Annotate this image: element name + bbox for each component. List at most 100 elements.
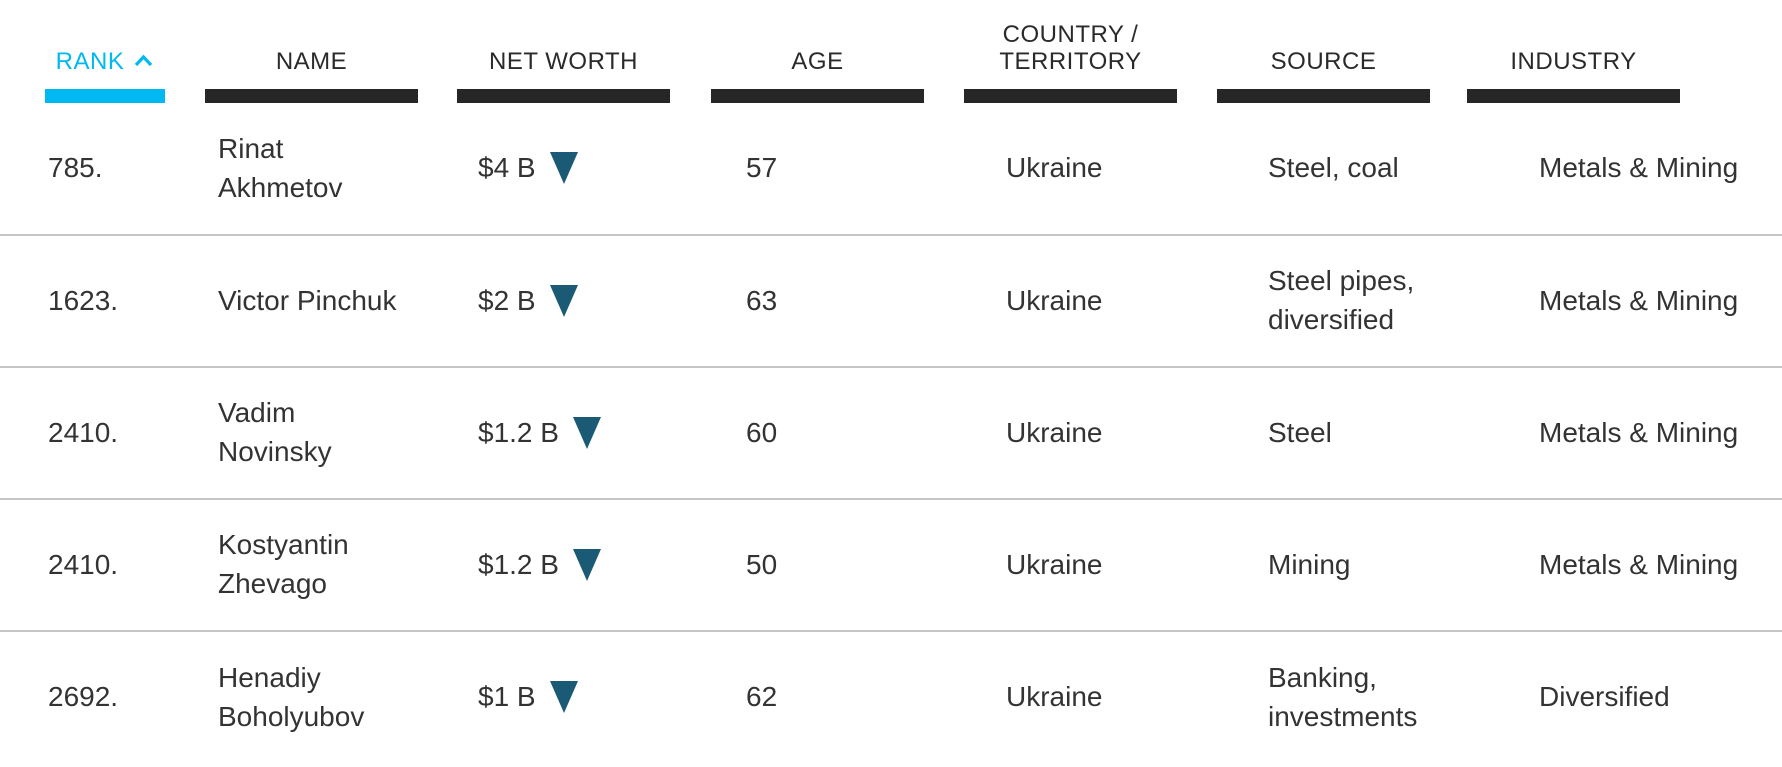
source-value: Steel pipes, diversified <box>1268 265 1415 335</box>
net-worth-value: $1 B <box>478 681 536 713</box>
industry-value: Metals & Mining <box>1539 548 1739 580</box>
column-header-name-label: NAME <box>275 48 348 76</box>
source-cell: Steel pipes, diversified <box>1220 235 1491 367</box>
age-cell: 63 <box>698 235 958 367</box>
column-header-age-label: AGE <box>791 48 844 76</box>
column-header-rank-underline <box>45 89 165 103</box>
industry-cell: Metals & Mining <box>1491 235 1782 367</box>
billionaire-name[interactable]: Victor Pinchuk <box>218 284 397 316</box>
rank-cell: 2410. <box>0 367 170 499</box>
industry-cell: Diversified <box>1491 631 1782 763</box>
country-value: Ukraine <box>1006 681 1103 713</box>
column-header-source-underline <box>1217 89 1430 103</box>
net-worth-cell: $2 B <box>430 235 698 367</box>
column-header-industry[interactable]: INDUSTRY <box>1467 0 1782 103</box>
column-header-country-territory[interactable]: COUNTRY / TERRITORY <box>958 0 1220 103</box>
net-worth-decrease-icon <box>549 284 578 317</box>
net-worth-decrease-icon <box>572 548 601 581</box>
industry-cell: Metals & Mining <box>1491 103 1782 235</box>
billionaire-name[interactable]: Kostyantin Zhevago <box>218 529 349 599</box>
net-worth-value: $1.2 B <box>478 416 559 448</box>
net-worth-cell: $4 B <box>430 103 698 235</box>
column-header-name[interactable]: NAME <box>170 0 430 103</box>
net-worth-value: $1.2 B <box>478 548 559 580</box>
net-worth-value: $4 B <box>478 152 536 184</box>
net-worth-value: $2 B <box>478 284 536 316</box>
name-cell[interactable]: Rinat Akhmetov <box>170 103 430 235</box>
name-cell[interactable]: Vadim Novinsky <box>170 367 430 499</box>
source-value: Steel <box>1268 416 1332 448</box>
column-header-age-underline <box>711 89 924 103</box>
name-cell[interactable]: Henadiy Boholyubov <box>170 631 430 763</box>
age-value: 63 <box>746 284 778 316</box>
column-header-net-worth[interactable]: NET WORTH <box>430 0 698 103</box>
sort-ascending-icon <box>133 47 154 75</box>
age-cell: 60 <box>698 367 958 499</box>
column-header-country-territory-underline <box>964 89 1177 103</box>
source-cell: Mining <box>1220 499 1491 631</box>
rank-value: 2410. <box>48 548 119 580</box>
net-worth-decrease-icon <box>549 152 578 185</box>
net-worth-cell: $1.2 B <box>430 367 698 499</box>
billionaire-name[interactable]: Rinat Akhmetov <box>218 132 343 203</box>
rank-value: 2692. <box>48 681 119 713</box>
age-value: 57 <box>746 152 778 184</box>
age-cell: 57 <box>698 103 958 235</box>
country-value: Ukraine <box>1006 284 1103 316</box>
table-row[interactable]: 2692. Henadiy Boholyubov $1 B 62 Ukraine… <box>0 631 1782 763</box>
column-header-source[interactable]: SOURCE <box>1217 0 1491 103</box>
table-header: RANK NAME NET WORTH <box>0 0 1782 103</box>
table-body: 785. Rinat Akhmetov $4 B 57 Ukraine Stee… <box>0 103 1782 763</box>
rank-cell: 2410. <box>0 499 170 631</box>
age-value: 50 <box>746 548 778 580</box>
table-row[interactable]: 1623. Victor Pinchuk $2 B 63 Ukraine Ste… <box>0 235 1782 367</box>
industry-value: Diversified <box>1539 681 1670 713</box>
rank-cell: 2692. <box>0 631 170 763</box>
rank-value: 2410. <box>48 416 119 448</box>
source-value: Mining <box>1268 548 1351 580</box>
column-header-rank-label: RANK <box>55 48 125 76</box>
net-worth-decrease-icon <box>572 416 601 449</box>
net-worth-cell: $1.2 B <box>430 499 698 631</box>
rank-cell: 1623. <box>0 235 170 367</box>
country-cell: Ukraine <box>958 103 1220 235</box>
source-cell: Steel <box>1220 367 1491 499</box>
name-cell[interactable]: Victor Pinchuk <box>170 235 430 367</box>
source-cell: Steel, coal <box>1220 103 1491 235</box>
table-row[interactable]: 785. Rinat Akhmetov $4 B 57 Ukraine Stee… <box>0 103 1782 235</box>
industry-value: Metals & Mining <box>1539 152 1739 184</box>
source-cell: Banking, investments <box>1220 631 1491 763</box>
country-value: Ukraine <box>1006 152 1103 184</box>
name-cell[interactable]: Kostyantin Zhevago <box>170 499 430 631</box>
column-header-rank[interactable]: RANK <box>0 0 170 103</box>
industry-value: Metals & Mining <box>1539 284 1739 316</box>
table-row[interactable]: 2410. Kostyantin Zhevago $1.2 B 50 Ukrai… <box>0 499 1782 631</box>
industry-value: Metals & Mining <box>1539 416 1739 448</box>
net-worth-decrease-icon <box>549 681 578 714</box>
industry-cell: Metals & Mining <box>1491 499 1782 631</box>
country-value: Ukraine <box>1006 416 1103 448</box>
country-cell: Ukraine <box>958 631 1220 763</box>
rank-value: 1623. <box>48 284 119 316</box>
column-header-source-label: SOURCE <box>1270 48 1377 76</box>
billionaire-name[interactable]: Vadim Novinsky <box>218 397 332 467</box>
billionaire-name[interactable]: Henadiy Boholyubov <box>218 661 365 732</box>
column-header-age[interactable]: AGE <box>698 0 958 103</box>
country-cell: Ukraine <box>958 367 1220 499</box>
table-row[interactable]: 2410. Vadim Novinsky $1.2 B 60 Ukraine S… <box>0 367 1782 499</box>
rank-value: 785. <box>48 152 103 184</box>
column-header-name-underline <box>205 89 418 103</box>
industry-cell: Metals & Mining <box>1491 367 1782 499</box>
country-cell: Ukraine <box>958 235 1220 367</box>
column-header-industry-label: INDUSTRY <box>1510 48 1637 76</box>
age-cell: 62 <box>698 631 958 763</box>
column-header-net-worth-label: NET WORTH <box>489 48 638 76</box>
source-value: Banking, investments <box>1268 661 1418 732</box>
age-value: 60 <box>746 416 778 448</box>
age-cell: 50 <box>698 499 958 631</box>
column-header-industry-underline <box>1467 89 1680 103</box>
country-cell: Ukraine <box>958 499 1220 631</box>
net-worth-cell: $1 B <box>430 631 698 763</box>
